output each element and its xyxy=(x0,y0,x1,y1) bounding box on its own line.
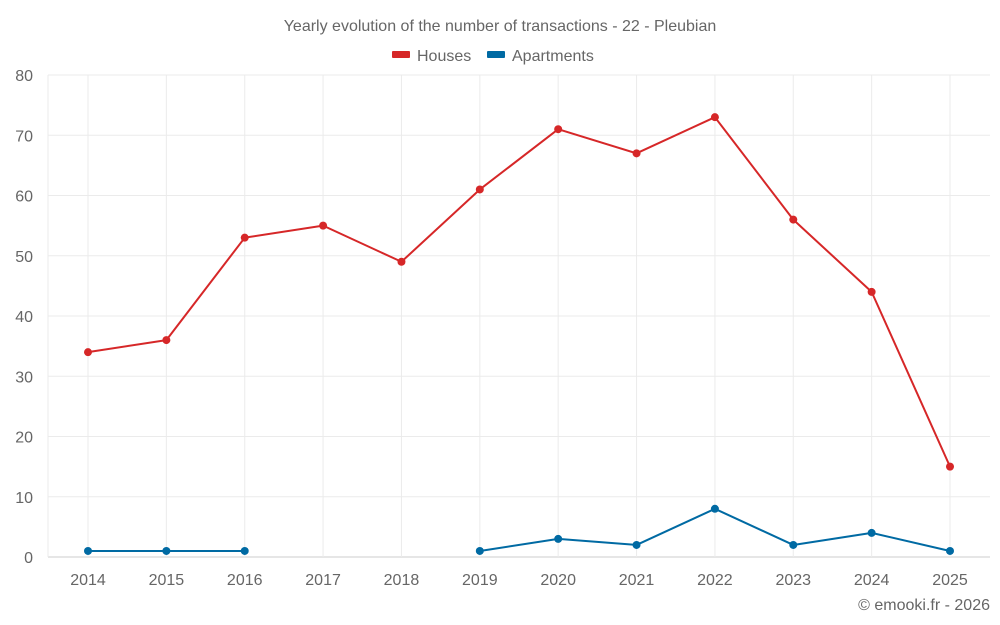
series-apartments xyxy=(84,504,954,555)
y-tick-label: 40 xyxy=(15,309,33,326)
y-tick-label: 70 xyxy=(15,128,33,145)
data-point-apartments-2020[interactable] xyxy=(554,534,563,543)
y-axis: 0 10 20 30 40 50 60 70 80 xyxy=(15,68,33,567)
data-point-houses-2020[interactable] xyxy=(554,125,563,134)
legend-swatch-apartments xyxy=(487,51,505,58)
legend: Houses Apartments xyxy=(392,48,594,65)
x-axis: 2014 2015 2016 2017 2018 2019 2020 2021 2022 2023… xyxy=(70,572,968,589)
data-point-houses-2016[interactable] xyxy=(240,233,249,242)
x-tick-label: 2015 xyxy=(149,572,185,589)
y-tick-label: 30 xyxy=(15,369,33,386)
data-point-apartments-2023[interactable] xyxy=(789,540,798,549)
data-point-houses-2018[interactable] xyxy=(397,257,406,266)
data-point-apartments-2021[interactable] xyxy=(632,540,641,549)
x-tick-label: 2016 xyxy=(227,572,263,589)
x-tick-label: 2021 xyxy=(619,572,655,589)
x-tick-label: 2025 xyxy=(932,572,968,589)
series-group xyxy=(84,113,954,555)
legend-swatch-houses xyxy=(392,51,410,58)
y-tick-label: 50 xyxy=(15,249,33,266)
data-point-houses-2014[interactable] xyxy=(84,348,92,357)
data-point-apartments-2022[interactable] xyxy=(710,504,719,513)
x-tick-label: 2019 xyxy=(462,572,498,589)
data-point-houses-2023[interactable] xyxy=(789,215,798,224)
y-tick-label: 80 xyxy=(15,68,33,85)
legend-item-apartments[interactable]: Apartments xyxy=(487,48,594,65)
x-tick-label: 2022 xyxy=(697,572,733,589)
data-point-apartments-2015[interactable] xyxy=(162,546,171,555)
data-point-houses-2015[interactable] xyxy=(162,336,171,345)
legend-label-houses: Houses xyxy=(417,48,471,65)
y-tick-label: 0 xyxy=(24,550,33,567)
data-point-apartments-2014[interactable] xyxy=(84,546,92,555)
x-tick-label: 2020 xyxy=(540,572,576,589)
series-line-houses xyxy=(87,116,951,468)
data-point-houses-2022[interactable] xyxy=(710,113,719,122)
legend-item-houses[interactable]: Houses xyxy=(392,48,471,65)
legend-label-apartments: Apartments xyxy=(512,48,594,65)
y-tick-label: 10 xyxy=(15,490,33,507)
x-tick-label: 2023 xyxy=(775,572,811,589)
grid xyxy=(47,74,990,558)
data-point-apartments-2025[interactable] xyxy=(946,546,954,555)
data-point-houses-2021[interactable] xyxy=(632,149,641,158)
series-houses xyxy=(84,113,954,471)
data-point-apartments-2024[interactable] xyxy=(867,528,876,537)
data-point-houses-2019[interactable] xyxy=(475,185,484,194)
x-tick-label: 2017 xyxy=(305,572,341,589)
credit-text: © emooki.fr - 2026 xyxy=(858,597,990,614)
data-point-houses-2025[interactable] xyxy=(946,462,954,471)
x-tick-label: 2018 xyxy=(384,572,420,589)
chart-title: Yearly evolution of the number of transa… xyxy=(284,18,717,35)
y-tick-label: 60 xyxy=(15,189,33,206)
x-tick-label: 2014 xyxy=(70,572,106,589)
x-tick-label: 2024 xyxy=(854,572,890,589)
data-point-houses-2024[interactable] xyxy=(867,287,876,296)
data-point-apartments-2016[interactable] xyxy=(240,546,249,555)
data-point-houses-2017[interactable] xyxy=(319,221,328,230)
data-point-apartments-2019[interactable] xyxy=(475,546,484,555)
y-tick-label: 20 xyxy=(15,430,33,447)
